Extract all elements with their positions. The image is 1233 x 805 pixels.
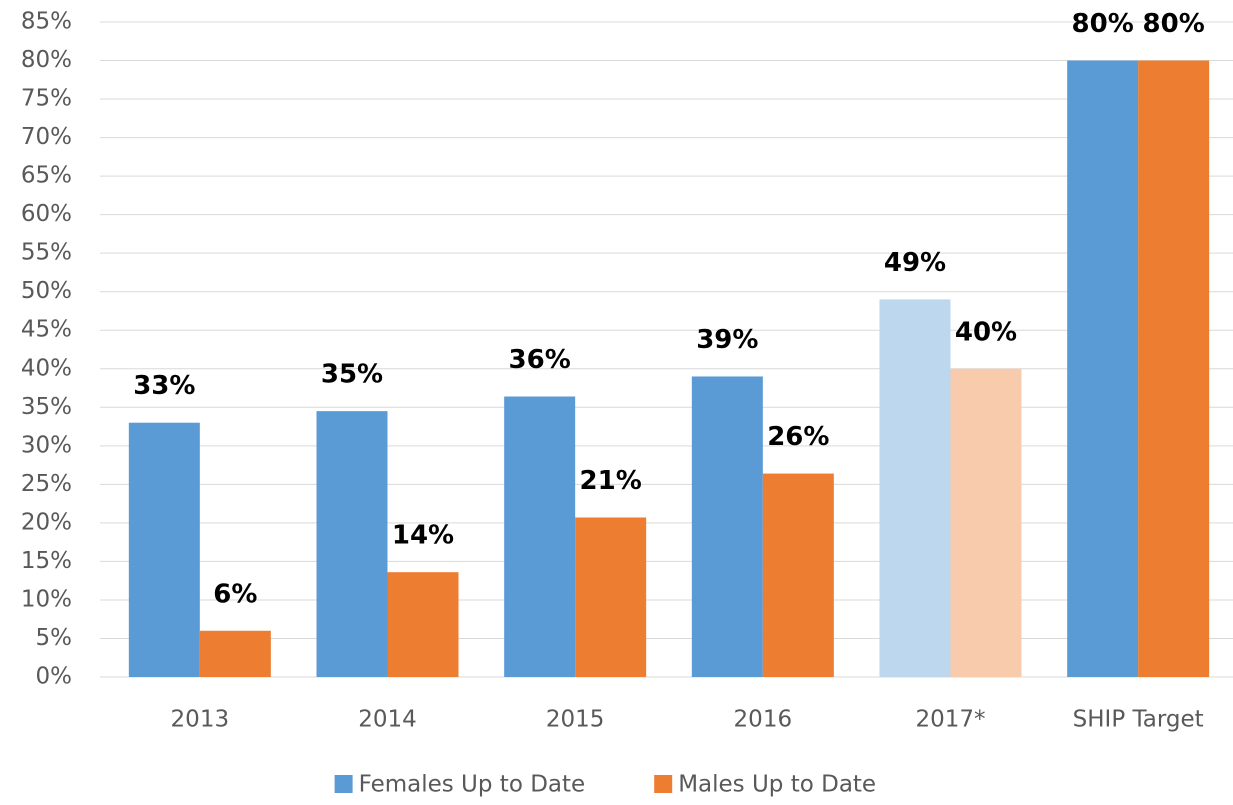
data-label: 49% [884, 248, 946, 278]
bar [1138, 60, 1210, 677]
bar [879, 299, 951, 677]
x-tick-label: SHIP Target [1073, 707, 1204, 733]
x-tick-label: 2016 [734, 707, 793, 733]
y-tick-label: 85% [21, 9, 72, 35]
bar [575, 517, 647, 677]
bar [691, 376, 763, 677]
bar [199, 630, 271, 677]
legend-swatch [654, 775, 673, 793]
legend-label: Males Up to Date [678, 772, 876, 798]
bar [128, 422, 200, 677]
data-label: 39% [696, 325, 758, 355]
y-tick-label: 45% [21, 317, 72, 343]
x-tick-label: 2013 [171, 707, 230, 733]
data-label: 35% [321, 360, 383, 390]
y-tick-label: 25% [21, 471, 72, 497]
y-tick-label: 5% [36, 625, 73, 651]
data-label: 26% [767, 422, 829, 452]
bar [762, 473, 834, 677]
y-tick-label: 30% [21, 432, 72, 458]
data-label: 6% [213, 579, 257, 609]
data-label: 80% [1072, 9, 1134, 39]
legend-label: Females Up to Date [359, 772, 586, 798]
data-label: 36% [509, 345, 571, 375]
bar [316, 411, 388, 677]
x-tick-label: 2015 [546, 707, 605, 733]
y-tick-label: 0% [36, 664, 73, 690]
bar [1067, 60, 1139, 677]
y-tick-label: 65% [21, 163, 72, 189]
bar [387, 572, 459, 677]
data-label: 14% [392, 521, 454, 551]
data-label: 80% [1143, 9, 1205, 39]
x-tick-label: 2017* [915, 707, 985, 733]
bar [504, 396, 576, 677]
x-tick-label: 2014 [358, 707, 417, 733]
data-label: 40% [955, 317, 1017, 347]
y-tick-label: 55% [21, 240, 72, 266]
bar [950, 368, 1022, 677]
y-tick-label: 40% [21, 355, 72, 381]
y-tick-label: 75% [21, 86, 72, 112]
y-tick-label: 60% [21, 201, 72, 227]
y-tick-label: 15% [21, 548, 72, 574]
y-tick-label: 70% [21, 124, 72, 150]
y-tick-label: 10% [21, 586, 72, 612]
data-label: 33% [133, 371, 195, 401]
legend-swatch [334, 775, 353, 793]
data-label: 21% [580, 466, 642, 496]
y-tick-label: 80% [21, 47, 72, 73]
y-tick-label: 20% [21, 509, 72, 535]
y-tick-label: 50% [21, 278, 72, 304]
y-tick-label: 35% [21, 394, 72, 420]
